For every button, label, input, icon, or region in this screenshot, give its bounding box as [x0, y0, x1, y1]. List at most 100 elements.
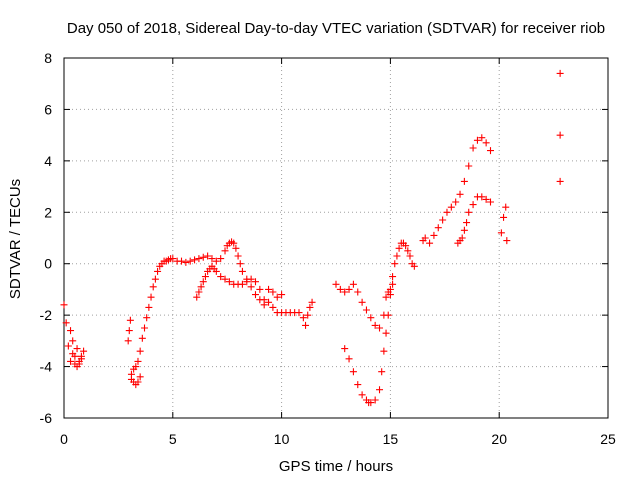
data-point [302, 321, 310, 329]
data-point [186, 257, 194, 265]
series-group [341, 239, 418, 407]
y-tick-label: -4 [40, 359, 53, 375]
data-point [308, 298, 316, 306]
series-group [67, 327, 85, 371]
data-point [178, 257, 186, 265]
data-point [406, 252, 414, 260]
data-point [212, 267, 220, 275]
data-point [482, 139, 490, 147]
data-point [362, 306, 370, 314]
data-point [60, 301, 68, 309]
data-point [458, 234, 466, 242]
data-point [354, 381, 362, 389]
data-point [197, 283, 205, 291]
chart-title: Day 050 of 2018, Sidereal Day-to-day VTE… [67, 20, 605, 37]
data-point [124, 337, 132, 345]
data-point [260, 296, 268, 304]
data-point [482, 195, 490, 203]
data-point [478, 193, 486, 201]
data-point [295, 309, 303, 317]
data-point [389, 280, 397, 288]
y-tick-label: -6 [40, 410, 53, 426]
data-point [154, 267, 162, 275]
x-tick-label: 25 [600, 431, 616, 447]
data-point [345, 355, 353, 363]
data-point [358, 298, 366, 306]
data-point [434, 224, 442, 232]
data-point [421, 234, 429, 242]
data-point [478, 134, 486, 142]
data-point [486, 147, 494, 155]
data-point [460, 177, 468, 185]
data-point [463, 219, 471, 227]
grid-lines [64, 58, 608, 418]
data-point [232, 244, 240, 252]
data-point [452, 198, 460, 206]
data-point [402, 242, 410, 250]
data-point [125, 327, 133, 335]
data-point [469, 201, 477, 209]
data-point [465, 162, 473, 170]
data-point [345, 285, 353, 293]
data-point [349, 368, 357, 376]
x-axis-label: GPS time / hours [279, 458, 393, 475]
data-point [199, 253, 207, 261]
data-point [132, 363, 140, 371]
data-point [75, 360, 83, 368]
data-point [336, 285, 344, 293]
series-group [556, 69, 564, 185]
data-point [136, 347, 144, 355]
series-group [454, 193, 494, 247]
data-point [149, 283, 157, 291]
series-group [299, 298, 316, 329]
data-point [500, 213, 508, 221]
data-point [371, 321, 379, 329]
data-point [304, 311, 312, 319]
data-point [147, 293, 155, 301]
data-point [134, 357, 142, 365]
x-tick-label: 10 [274, 431, 290, 447]
data-point [299, 314, 307, 322]
data-point [265, 285, 273, 293]
data-point [221, 275, 229, 283]
data-point [230, 239, 238, 247]
data-point [67, 327, 75, 335]
data-point [426, 239, 434, 247]
data-point [225, 278, 233, 286]
data-point [556, 131, 564, 139]
data-point [439, 216, 447, 224]
data-point [341, 288, 349, 296]
data-point [141, 324, 149, 332]
data-point [367, 314, 375, 322]
data-point [306, 303, 314, 311]
data-point [67, 357, 75, 365]
data-point [145, 303, 153, 311]
data-point [62, 319, 70, 327]
data-point [217, 273, 225, 281]
data-point [278, 291, 286, 299]
data-point [473, 136, 481, 144]
data-point [251, 278, 259, 286]
data-point [354, 288, 362, 296]
x-tick-label: 15 [383, 431, 399, 447]
data-point [193, 293, 201, 301]
data-point [243, 278, 251, 286]
data-point [169, 255, 177, 263]
data-point [77, 355, 85, 363]
data-point [358, 391, 366, 399]
data-point [341, 345, 349, 353]
data-point [503, 237, 511, 245]
data-point [382, 293, 390, 301]
data-point [410, 262, 418, 270]
data-point [234, 252, 242, 260]
data-point [238, 267, 246, 275]
data-point [502, 203, 510, 211]
data-point [367, 399, 375, 407]
data-point [151, 275, 159, 283]
y-tick-label: 6 [44, 101, 52, 117]
x-tick-label: 20 [491, 431, 507, 447]
data-point [378, 368, 386, 376]
data-point [391, 260, 399, 268]
y-tick-label: 8 [44, 50, 52, 66]
